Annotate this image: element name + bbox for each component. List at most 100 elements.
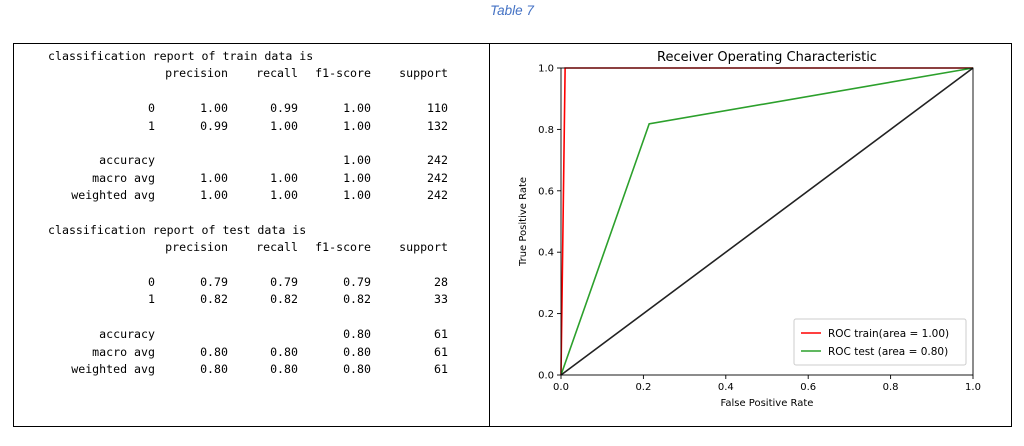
report-heading-row: classification report of train data is bbox=[48, 48, 478, 65]
y-tick-label: 0.8 bbox=[538, 125, 554, 136]
plot-frame bbox=[560, 67, 974, 376]
legend-box bbox=[793, 318, 967, 366]
support-value: 110 bbox=[427, 101, 448, 116]
column-header: precision bbox=[165, 66, 228, 81]
x-tick-label: 0.0 bbox=[553, 382, 569, 393]
report-row: accuracy 0.80 61 bbox=[48, 326, 478, 343]
support-value: 61 bbox=[434, 327, 448, 342]
column-header: recall bbox=[256, 240, 298, 255]
f1-value: 0.82 bbox=[343, 292, 371, 307]
spacer bbox=[48, 309, 478, 326]
f1-value: 1.00 bbox=[343, 153, 371, 168]
recall-value: 0.99 bbox=[270, 101, 298, 116]
recall-value: 1.00 bbox=[270, 188, 298, 203]
support-value: 242 bbox=[427, 188, 448, 203]
row-label: 0 bbox=[148, 101, 155, 116]
y-tick-label: 0.4 bbox=[538, 248, 554, 259]
x-tick-label: 1.0 bbox=[965, 382, 981, 393]
train-report: classification report of train data is pr… bbox=[48, 48, 478, 205]
report-row: macro avg 1.00 1.00 1.00 242 bbox=[48, 170, 478, 187]
support-value: 242 bbox=[427, 170, 448, 185]
report-row: 0 1.00 0.99 1.00 110 bbox=[48, 100, 478, 117]
table-frame: classification report of train data is pr… bbox=[13, 43, 1012, 427]
row-label: accuracy bbox=[99, 327, 155, 342]
report-row: accuracy 1.00 242 bbox=[48, 152, 478, 169]
support-value: 61 bbox=[434, 362, 448, 377]
precision-value: 0.80 bbox=[200, 344, 228, 359]
column-header: support bbox=[399, 66, 448, 81]
row-label: accuracy bbox=[99, 153, 155, 168]
precision-value: 0.80 bbox=[200, 362, 228, 377]
spacer bbox=[48, 205, 478, 222]
recall-value: 0.79 bbox=[270, 275, 298, 290]
f1-value: 0.80 bbox=[343, 362, 371, 377]
y-tick-label: 0.6 bbox=[538, 186, 554, 197]
row-label: 0 bbox=[148, 275, 155, 290]
column-header: f1-score bbox=[315, 66, 371, 81]
classification-reports: classification report of train data is pr… bbox=[48, 48, 478, 378]
precision-value: 0.82 bbox=[200, 292, 228, 307]
y-tick-label: 1.0 bbox=[538, 64, 554, 75]
column-header: f1-score bbox=[315, 240, 371, 255]
report-heading: classification report of train data is bbox=[48, 49, 314, 63]
legend-label: ROC test (area = 0.80) bbox=[828, 346, 948, 358]
support-value: 33 bbox=[434, 292, 448, 307]
report-row: weighted avg 0.80 0.80 0.80 61 bbox=[48, 361, 478, 378]
recall-value: 0.82 bbox=[270, 292, 298, 307]
roc-series-line bbox=[560, 67, 974, 376]
report-row: 0 0.79 0.79 0.79 28 bbox=[48, 274, 478, 291]
table-caption: Table 7 bbox=[490, 3, 534, 18]
f1-value: 0.79 bbox=[343, 275, 371, 290]
row-label: macro avg bbox=[92, 170, 155, 185]
support-value: 132 bbox=[427, 118, 448, 133]
report-heading: classification report of test data is bbox=[48, 222, 307, 237]
column-header: precision bbox=[165, 240, 228, 255]
row-label: weighted avg bbox=[71, 188, 155, 203]
spacer bbox=[48, 135, 478, 152]
row-label: 1 bbox=[148, 118, 155, 133]
x-tick-label: 0.2 bbox=[635, 382, 651, 393]
row-label: weighted avg bbox=[71, 362, 155, 377]
y-axis-label: True Positive Rate bbox=[518, 177, 529, 267]
recall-value: 0.80 bbox=[270, 362, 298, 377]
spacer bbox=[48, 83, 478, 100]
f1-value: 0.80 bbox=[343, 327, 371, 342]
x-tick-label: 0.4 bbox=[718, 382, 734, 393]
legend-label: ROC train(area = 1.00) bbox=[828, 328, 949, 340]
row-label: 1 bbox=[148, 292, 155, 307]
f1-value: 1.00 bbox=[343, 118, 371, 133]
roc-chart: Receiver Operating Characteristic 0.0 0.2 0… bbox=[518, 50, 981, 409]
row-label: macro avg bbox=[92, 344, 155, 359]
report-row: weighted avg 1.00 1.00 1.00 242 bbox=[48, 187, 478, 204]
f1-value: 1.00 bbox=[343, 170, 371, 185]
precision-value: 1.00 bbox=[200, 188, 228, 203]
support-value: 28 bbox=[434, 275, 448, 290]
column-header: recall bbox=[256, 66, 298, 81]
x-axis-label: False Positive Rate bbox=[721, 398, 814, 409]
report-column-headers: precision recall f1-score support bbox=[48, 239, 478, 256]
support-value: 242 bbox=[427, 153, 448, 168]
y-tick-label: 0.0 bbox=[538, 371, 554, 382]
test-report: classification report of test data is pre… bbox=[48, 222, 478, 379]
recall-value: 1.00 bbox=[270, 118, 298, 133]
x-tick-label: 0.8 bbox=[883, 382, 899, 393]
report-row: macro avg 0.80 0.80 0.80 61 bbox=[48, 344, 478, 361]
x-tick-label: 0.6 bbox=[800, 382, 816, 393]
spacer bbox=[48, 257, 478, 274]
support-value: 61 bbox=[434, 344, 448, 359]
f1-value: 1.00 bbox=[343, 188, 371, 203]
f1-value: 1.00 bbox=[343, 101, 371, 116]
column-header: support bbox=[399, 240, 448, 255]
report-row: 1 0.82 0.82 0.82 33 bbox=[48, 291, 478, 308]
recall-value: 0.80 bbox=[270, 344, 298, 359]
report-heading-row: classification report of test data is bbox=[48, 222, 478, 239]
precision-value: 1.00 bbox=[200, 101, 228, 116]
recall-value: 1.00 bbox=[270, 170, 298, 185]
y-tick-label: 0.2 bbox=[538, 309, 554, 320]
precision-value: 0.79 bbox=[200, 275, 228, 290]
precision-value: 0.99 bbox=[200, 118, 228, 133]
column-divider bbox=[489, 44, 490, 426]
report-row: 1 0.99 1.00 1.00 132 bbox=[48, 118, 478, 135]
report-column-headers: precision recall f1-score support bbox=[48, 65, 478, 82]
f1-value: 0.80 bbox=[343, 344, 371, 359]
